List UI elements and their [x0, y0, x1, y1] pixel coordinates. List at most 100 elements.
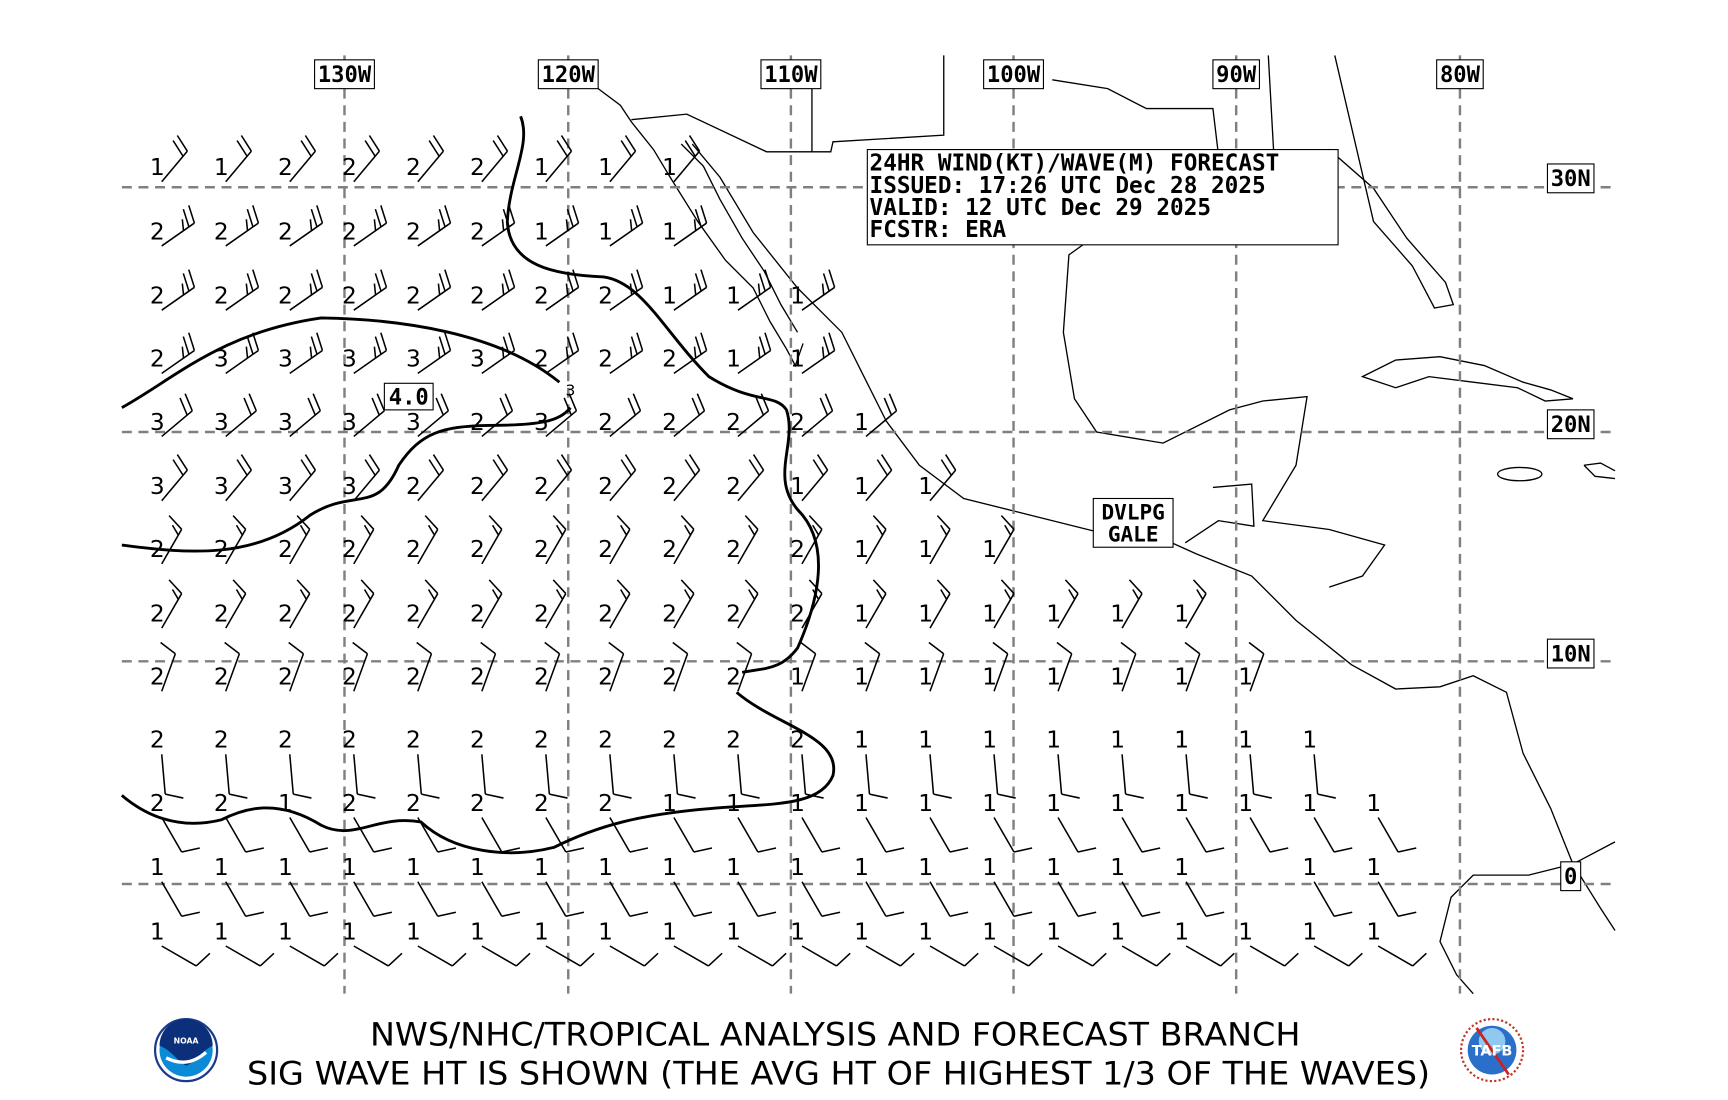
wind-barb-staff: [1185, 653, 1201, 692]
station: 1: [918, 515, 951, 565]
wind-barb-flag: [485, 793, 504, 799]
wave-height-value: 2: [342, 664, 357, 691]
station: 2: [790, 393, 834, 438]
footer-line1: NWS/NHC/TROPICAL ANALYSIS AND FORECAST B…: [370, 1016, 1300, 1054]
wave-height-value: 2: [406, 218, 421, 245]
wave-height-value: 3: [470, 346, 485, 373]
wave-height-value: 1: [854, 473, 869, 500]
station: 1: [1046, 727, 1080, 799]
wind-barb-staff: [929, 881, 951, 917]
wind-barb-flag: [182, 208, 190, 228]
wind-barb-flag: [565, 283, 569, 296]
wind-barb-flag: [168, 579, 183, 595]
wave-height-value: 2: [534, 283, 549, 310]
wind-barb-staff: [353, 410, 385, 438]
wave-height-value: 1: [1110, 600, 1125, 627]
wind-barb-staff: [225, 653, 241, 692]
station: 1: [726, 269, 772, 311]
wind-barb-staff: [1121, 945, 1158, 967]
station: 1: [918, 854, 969, 918]
station: 2: [406, 579, 439, 629]
wind-barb-flag: [748, 589, 756, 600]
wind-barb-flag: [566, 273, 574, 292]
wind-barb-flag: [245, 346, 249, 359]
wave-height-value: 1: [854, 600, 869, 627]
wind-barb-flag: [1000, 579, 1015, 595]
wind-barb-flag: [992, 641, 1009, 655]
wind-barb-flag: [373, 911, 393, 918]
station: 2: [790, 579, 823, 629]
wind-barb-flag: [1077, 911, 1097, 918]
wave-height-value: 1: [854, 790, 869, 817]
wind-barb-flag: [480, 641, 496, 655]
wind-barb-staff: [1057, 881, 1079, 917]
station: 2: [662, 454, 701, 502]
wind-barb-flag: [437, 911, 457, 918]
station: 3: [214, 454, 253, 502]
wind-barb-flag: [195, 952, 211, 967]
wave-height-value: 1: [1046, 854, 1061, 881]
longitude-label-box: [1436, 59, 1484, 90]
wave-height-value: 2: [150, 664, 165, 691]
wind-barb-staff: [353, 286, 387, 311]
wind-barb-flag: [293, 793, 312, 799]
wind-barb-flag: [694, 273, 702, 292]
wind-barb-staff: [1313, 881, 1335, 917]
wind-barb-staff: [481, 349, 515, 374]
station: 2: [214, 790, 264, 853]
station: 2: [598, 790, 649, 853]
wave-height-value: 2: [662, 346, 677, 373]
wave-height-value: 1: [662, 283, 677, 310]
wave-height-value: 1: [918, 600, 933, 627]
wind-barb-staff: [737, 945, 773, 967]
wind-barb-staff: [1185, 945, 1222, 967]
wind-barb-flag: [236, 140, 248, 157]
wave-height-value: 1: [1302, 727, 1317, 754]
wave-height-value: 1: [918, 918, 933, 945]
wave-height-value: 1: [1174, 854, 1189, 881]
wind-barb-flag: [1333, 911, 1353, 918]
wind-barb-flag: [502, 273, 510, 292]
station: 2: [470, 727, 504, 799]
wind-barb-flag: [427, 524, 436, 536]
wind-barb-flag: [822, 273, 830, 292]
wave-height-value: 1: [1110, 664, 1125, 691]
station: 1: [406, 918, 467, 967]
wave-height-value: 1: [1238, 664, 1253, 691]
wave-height-value: 2: [662, 600, 677, 627]
wind-barb-staff: [929, 945, 965, 967]
wave-height-value: 1: [918, 790, 933, 817]
station: 3: [214, 332, 260, 374]
wind-barb-flag: [1141, 911, 1161, 918]
wind-barb-flag: [812, 459, 824, 476]
wind-barb-flag: [821, 911, 841, 918]
wave-height-value: 2: [278, 536, 293, 563]
wind-barb-flag: [619, 589, 628, 600]
station: 2: [534, 454, 573, 502]
latitude-label-box: [1560, 861, 1582, 892]
station: 2: [214, 515, 247, 565]
contour-label: 3: [566, 381, 576, 399]
wind-barb-flag: [424, 579, 439, 595]
station: 2: [278, 727, 312, 799]
wave-height-value: 1: [726, 918, 741, 945]
wind-barb-flag: [805, 793, 824, 799]
wind-barb-flag: [572, 269, 580, 288]
wind-barb-staff: [161, 349, 195, 374]
station: 1: [918, 727, 952, 799]
wind-barb-flag: [188, 205, 196, 224]
wave-height-value: 1: [150, 154, 165, 181]
wave-height-value: 1: [662, 854, 677, 881]
station: 1: [918, 579, 951, 629]
wind-barb-flag: [181, 847, 200, 853]
station: 1: [150, 918, 211, 967]
wind-barb-flag: [363, 589, 372, 600]
station: 2: [534, 641, 561, 692]
wind-barb-flag: [310, 273, 318, 292]
wave-height-value: 1: [534, 218, 549, 245]
wind-barb-flag: [630, 208, 638, 228]
wind-barb-staff: [1185, 754, 1191, 795]
info-forecaster: FCSTR: ERA: [870, 217, 1007, 243]
wind-barb-flag: [360, 515, 375, 530]
